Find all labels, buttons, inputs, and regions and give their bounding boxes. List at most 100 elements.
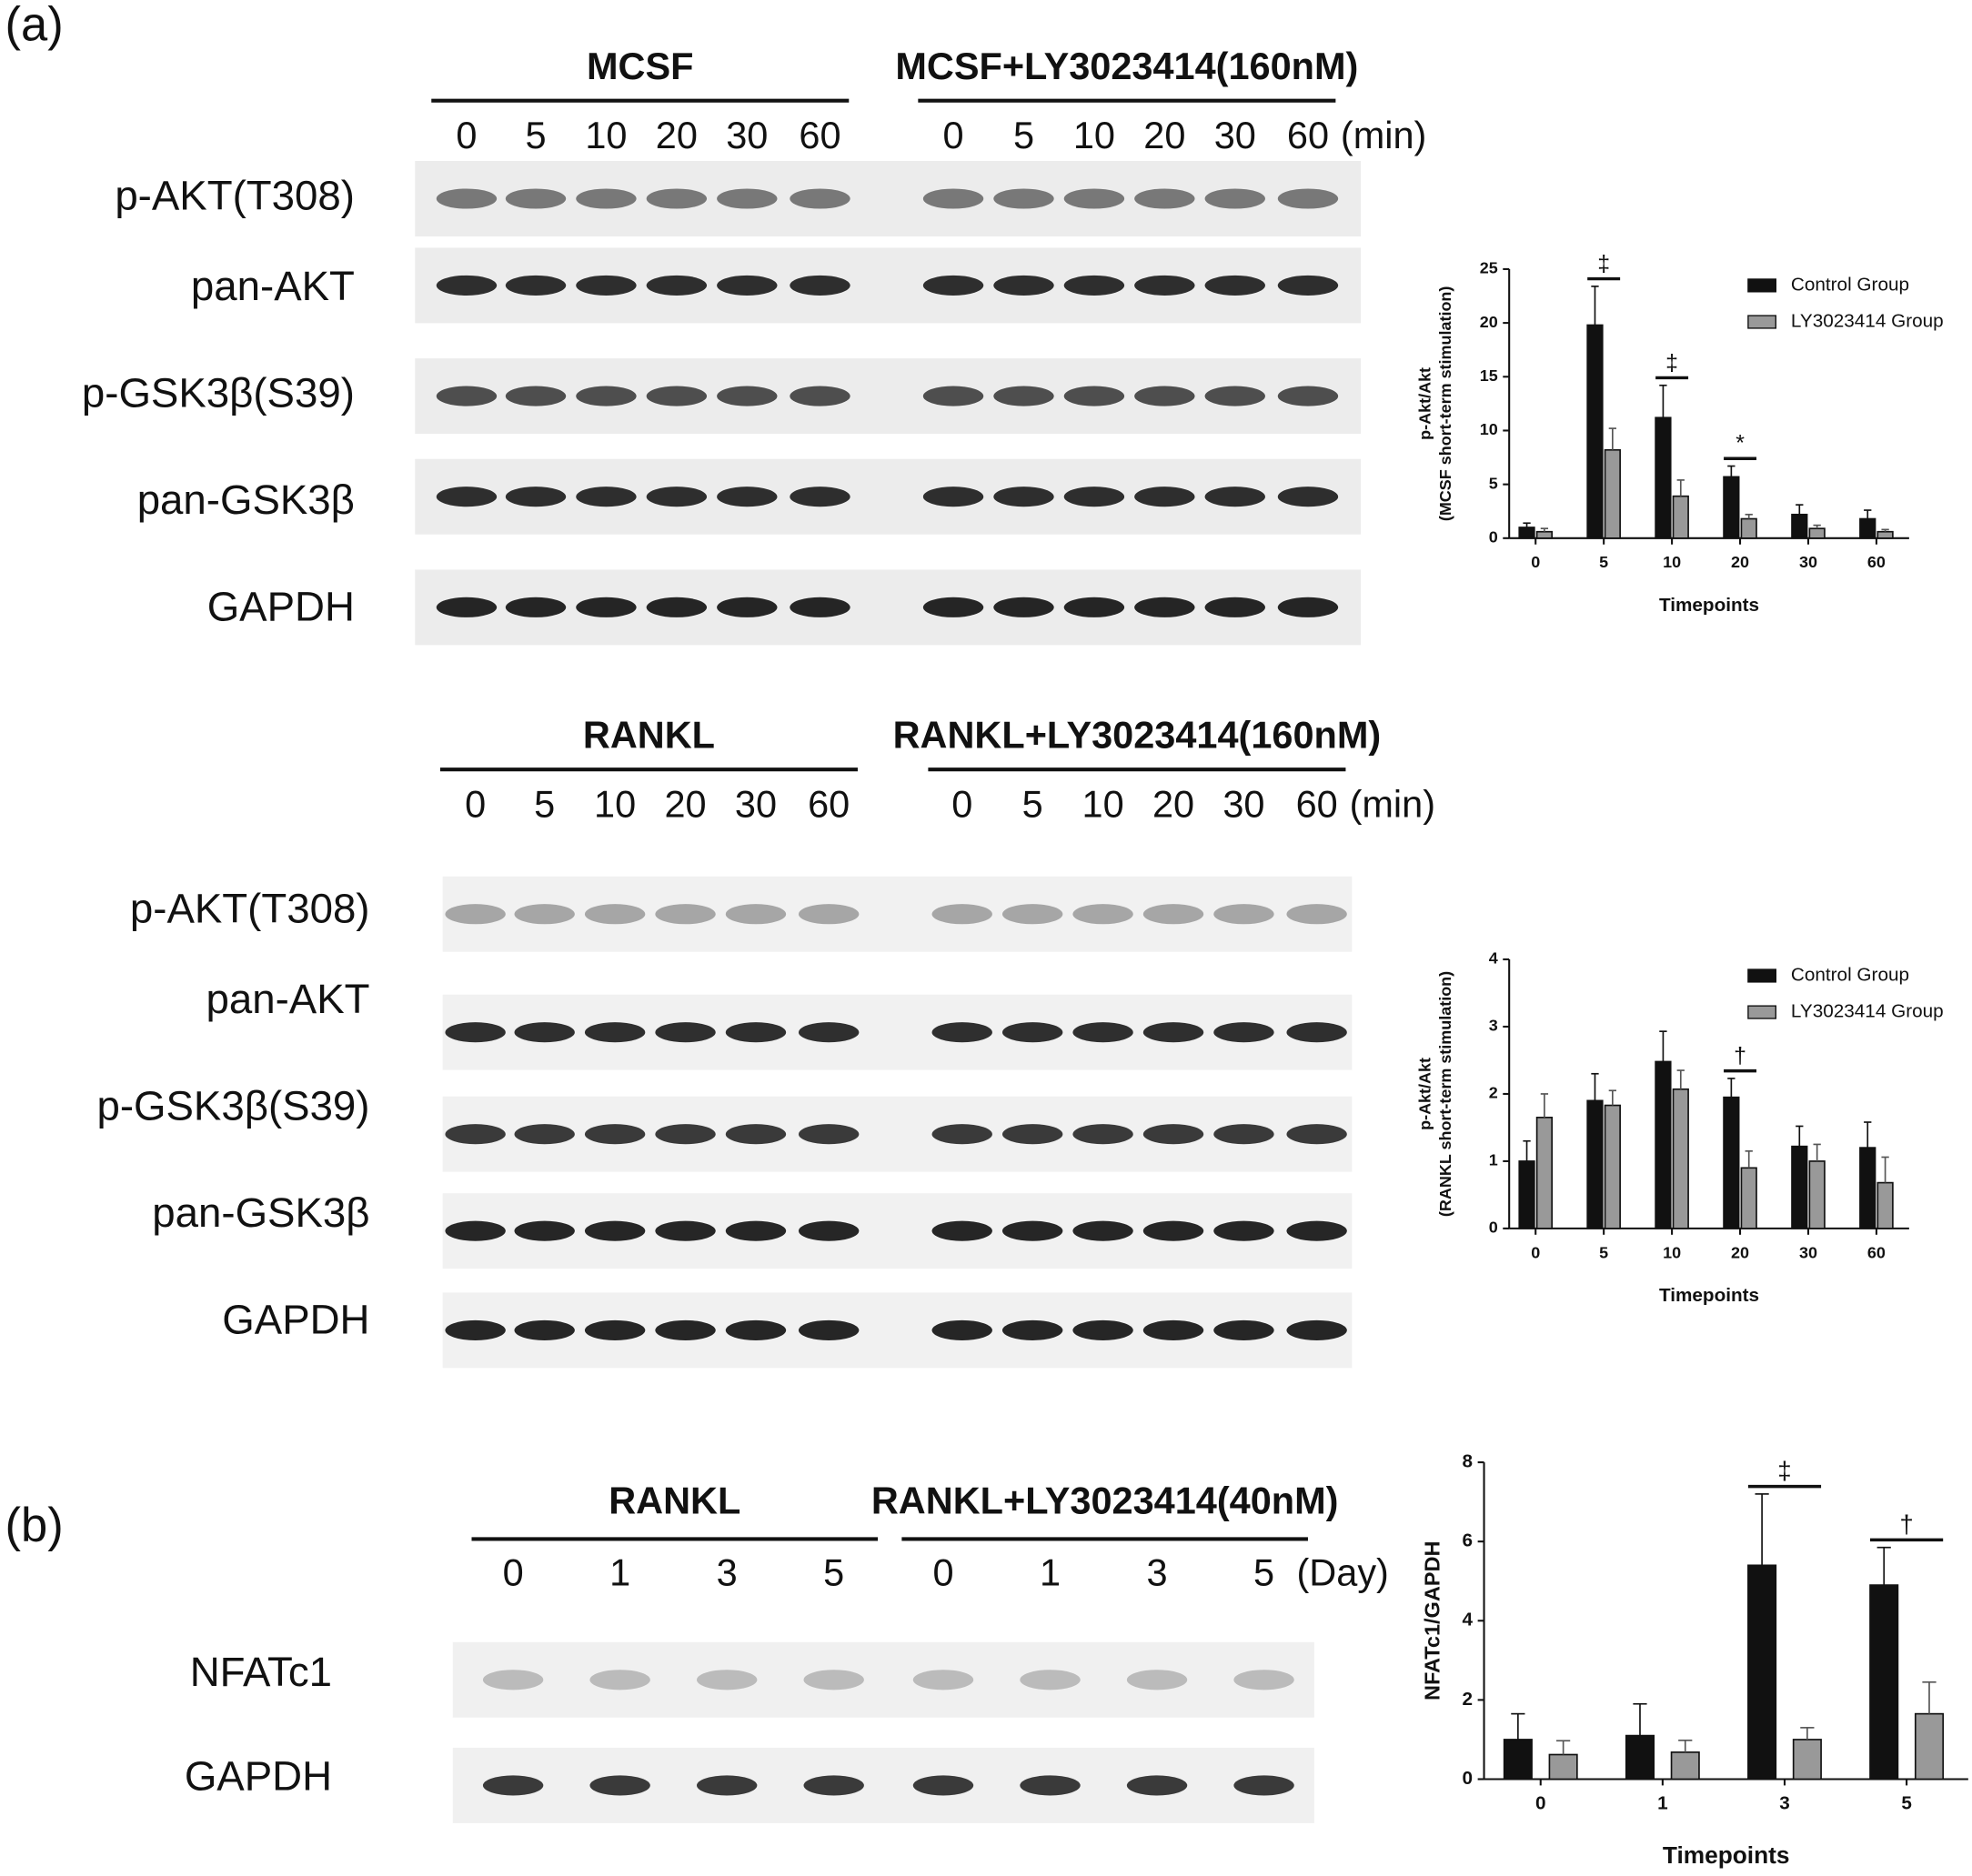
band	[1204, 386, 1265, 406]
band	[993, 386, 1054, 406]
band	[589, 1775, 650, 1796]
row-label: p-AKT(T308)	[130, 886, 370, 932]
bar	[1625, 1734, 1655, 1781]
band	[436, 597, 498, 617]
band	[1072, 904, 1133, 925]
x-tick-label: 20	[1731, 553, 1749, 571]
band	[1063, 597, 1125, 617]
x-tick-label: 5	[1599, 553, 1608, 571]
lane-label: 60	[1287, 114, 1329, 156]
x-tick-label: 0	[1531, 553, 1540, 571]
band	[1072, 1124, 1133, 1145]
x-tick-label: 5	[1599, 1243, 1608, 1261]
band	[1142, 1319, 1204, 1340]
lane-label: 10	[585, 114, 627, 156]
band	[1204, 275, 1265, 296]
group-label: MCSF	[587, 45, 693, 87]
bar	[1791, 1145, 1808, 1229]
band	[445, 904, 506, 925]
y-tick-label: 0	[1489, 1219, 1498, 1237]
group-label: RANKL	[583, 714, 715, 757]
band	[798, 1022, 860, 1043]
band	[922, 597, 984, 617]
band	[803, 1775, 864, 1796]
x-tick-label: 3	[1779, 1793, 1790, 1814]
lane-label: 5	[1253, 1550, 1274, 1593]
y-tick-label: 20	[1480, 313, 1498, 331]
band	[482, 1775, 544, 1796]
y-tick-label: 25	[1480, 259, 1498, 277]
lane-label: 20	[1152, 783, 1194, 826]
lane-label: 3	[717, 1550, 738, 1593]
lane-label: 30	[726, 114, 768, 156]
lane-label: 0	[951, 783, 972, 826]
bar	[1604, 448, 1621, 539]
band	[1213, 1220, 1274, 1241]
y-axis-label: (MCSF short-term stimulation)	[1436, 286, 1454, 522]
bar	[1655, 416, 1672, 539]
y-tick-label: 8	[1463, 1451, 1474, 1472]
bar	[1518, 1160, 1535, 1229]
legend-label: LY3023414 Group	[1791, 1001, 1944, 1022]
band	[1063, 275, 1125, 296]
lane-label: 5	[525, 114, 546, 156]
band	[1204, 597, 1265, 617]
row-label: pan-AKT	[191, 263, 355, 309]
band	[993, 188, 1054, 209]
band	[482, 1670, 544, 1690]
band	[931, 904, 992, 925]
y-tick-label: 4	[1489, 949, 1498, 968]
lane-label: 60	[808, 783, 850, 826]
x-tick-label: 60	[1867, 1243, 1886, 1261]
blot-strip	[442, 876, 1353, 952]
y-tick-label: 1	[1489, 1151, 1498, 1169]
band	[1134, 597, 1195, 617]
row-label: GAPDH	[222, 1297, 369, 1343]
significance-mark: †	[1899, 1510, 1913, 1538]
significance-mark: *	[1736, 431, 1745, 456]
band	[1204, 487, 1265, 507]
bar	[1586, 1099, 1604, 1229]
band	[1063, 188, 1125, 209]
x-tick-label: 0	[1531, 1243, 1540, 1261]
band	[576, 597, 637, 617]
bar	[1792, 1739, 1822, 1781]
band	[790, 386, 850, 406]
lane-label: 5	[1022, 783, 1043, 826]
band	[514, 904, 575, 925]
lane-label: 20	[656, 114, 698, 156]
band	[1277, 275, 1339, 296]
band	[436, 275, 498, 296]
bar	[1655, 1060, 1672, 1229]
band	[1001, 1319, 1063, 1340]
band	[1233, 1670, 1294, 1690]
band	[505, 275, 567, 296]
band	[576, 275, 637, 296]
y-tick-label: 15	[1480, 366, 1498, 385]
band	[1126, 1670, 1188, 1690]
band	[646, 597, 708, 617]
band	[1134, 487, 1195, 507]
x-axis-label: Timepoints	[1659, 595, 1759, 616]
bar	[1869, 1584, 1899, 1781]
x-tick-label: 5	[1901, 1793, 1912, 1814]
blot-strip	[415, 247, 1362, 324]
legend-label: Control Group	[1791, 964, 1909, 985]
legend-label: Control Group	[1791, 274, 1909, 295]
row-label: NFATc1	[190, 1649, 332, 1695]
band	[514, 1319, 575, 1340]
row-label: pan-GSK3β	[152, 1189, 369, 1236]
group-label: RANKL+LY3023414(160nM)	[893, 714, 1382, 757]
band	[790, 188, 850, 209]
bar	[1740, 1167, 1757, 1229]
x-tick-label: 0	[1535, 1793, 1546, 1814]
y-axis-label: NFATc1/GAPDH	[1420, 1541, 1444, 1700]
band	[576, 188, 637, 209]
band	[1142, 1220, 1204, 1241]
bar	[1535, 530, 1554, 539]
band	[922, 487, 984, 507]
band	[514, 1124, 575, 1145]
legend-swatch	[1747, 1005, 1776, 1019]
significance-mark: ‡	[1777, 1457, 1791, 1485]
